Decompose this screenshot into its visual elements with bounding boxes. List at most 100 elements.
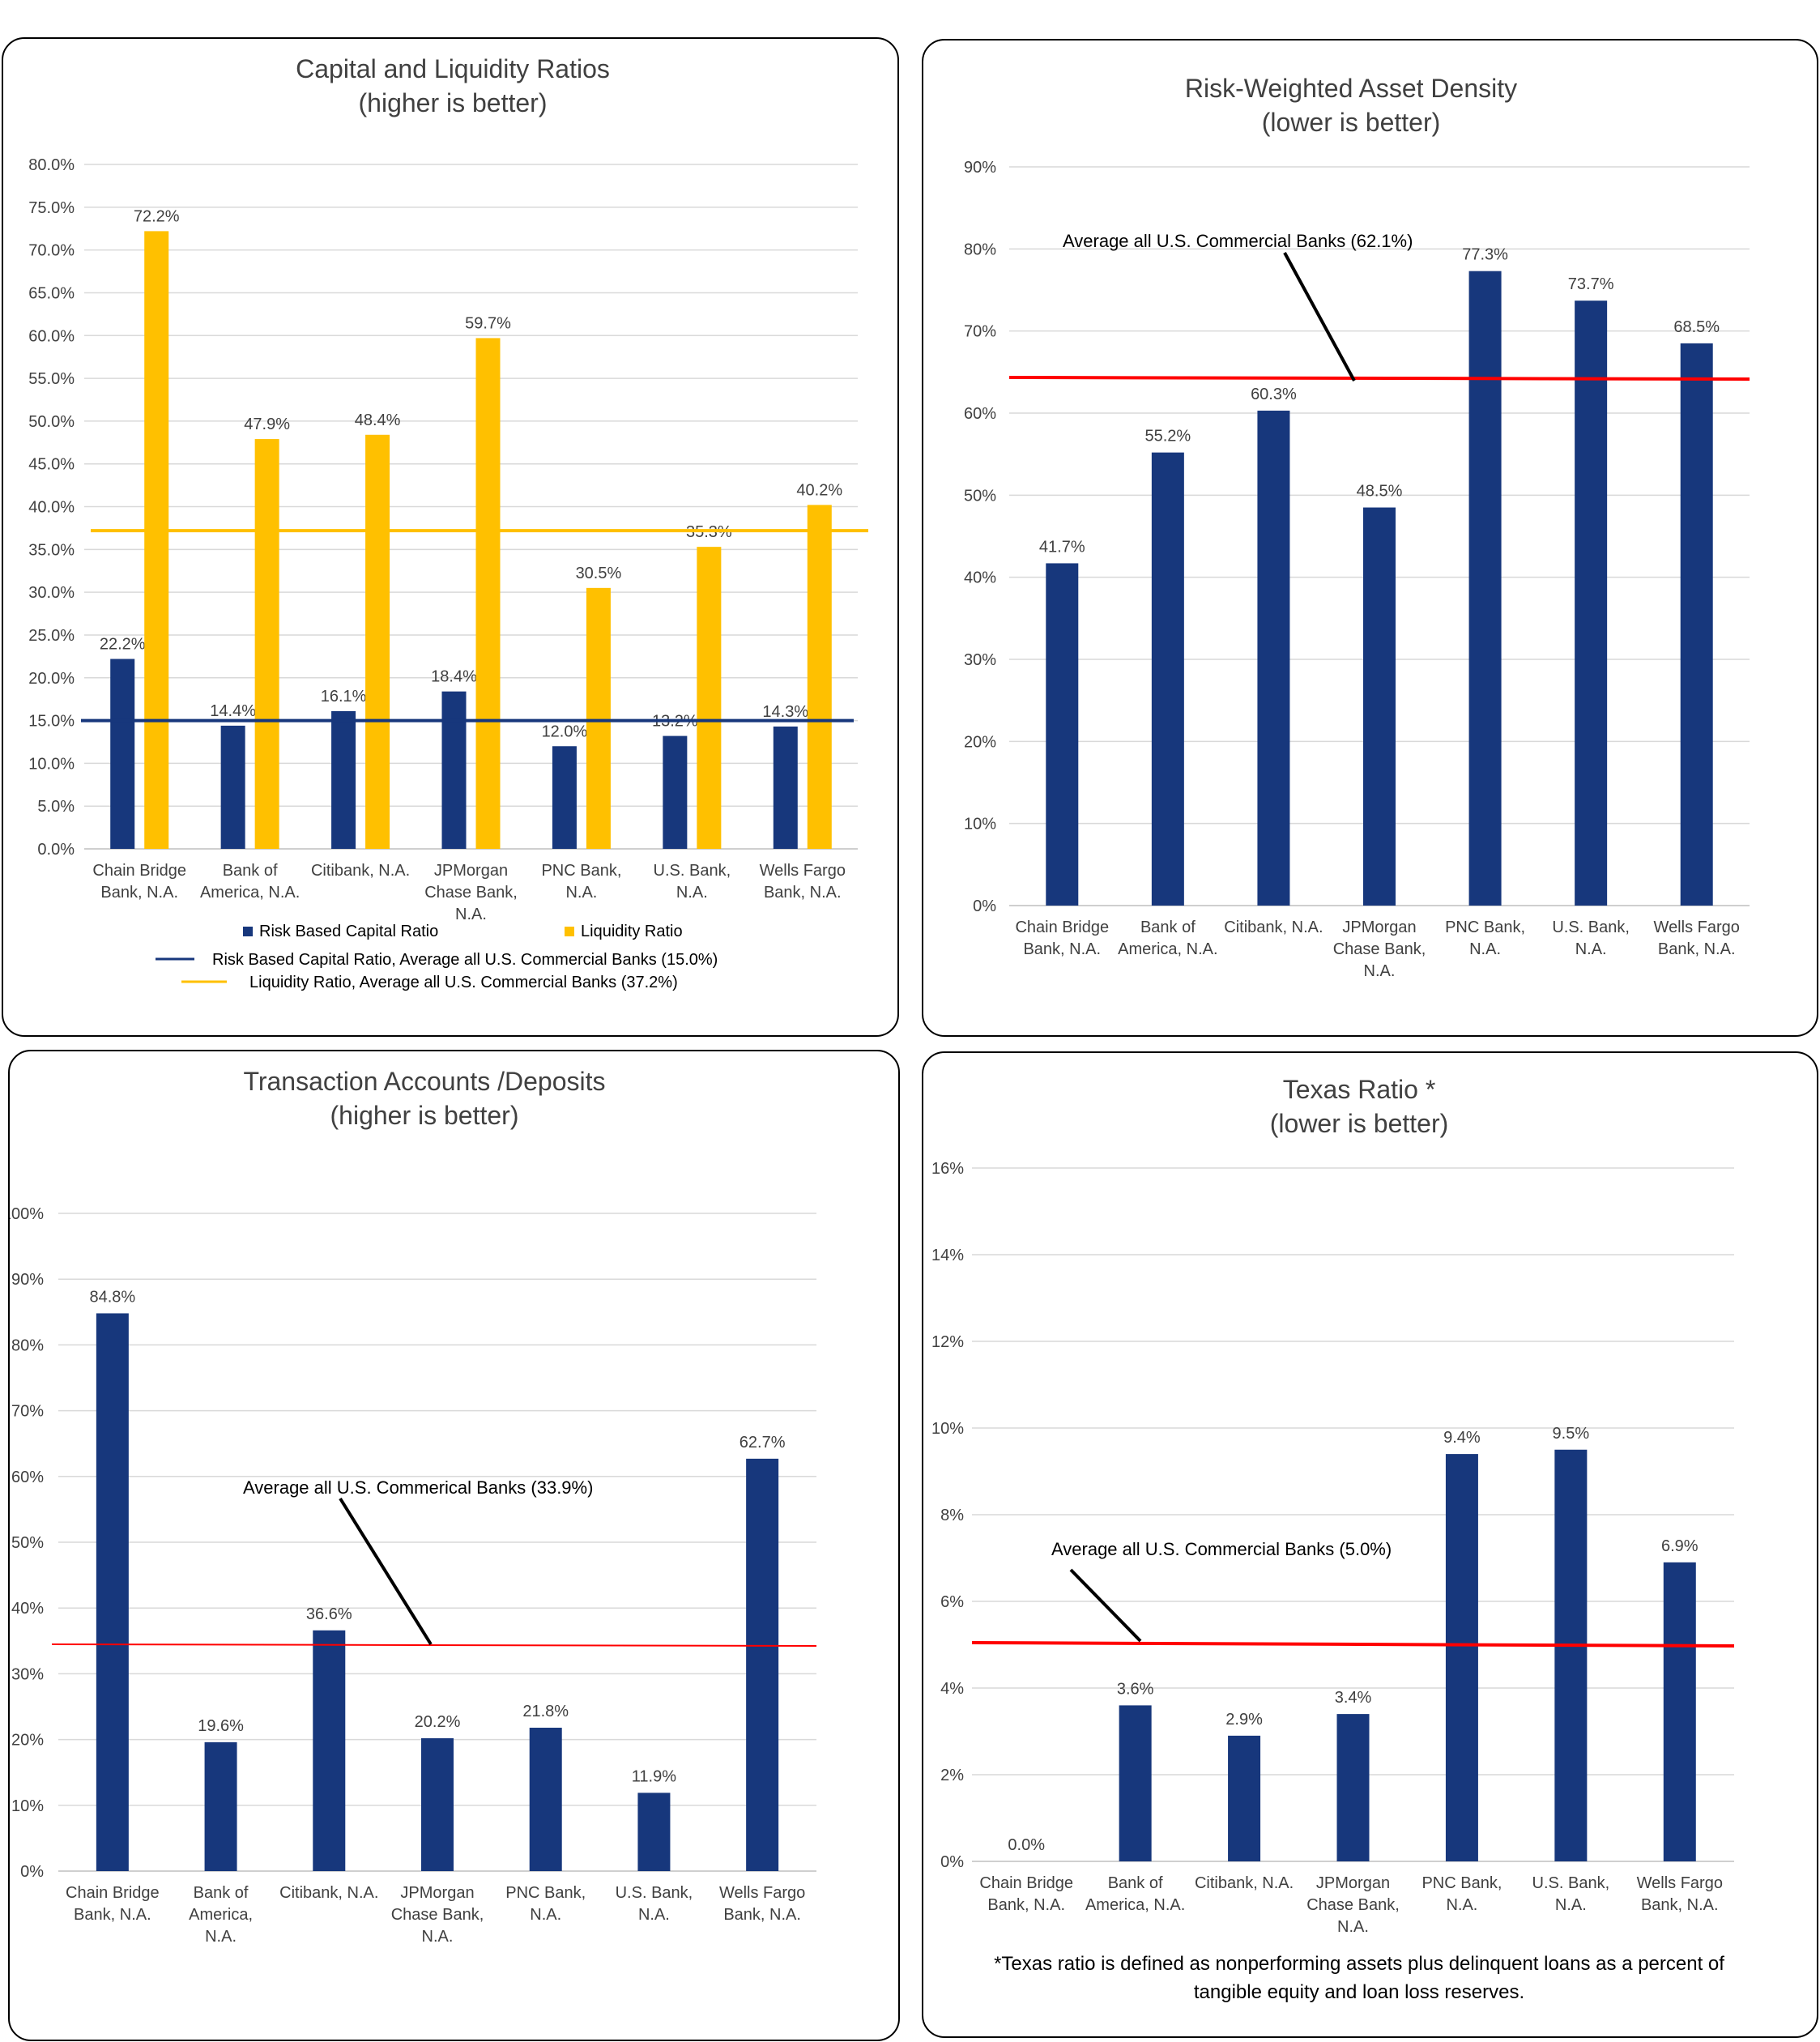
c4-x-category-label: Bank, N.A. (987, 1896, 1065, 1914)
c3-y-tick-label: 100% (8, 1205, 44, 1223)
rwa-density-chart: Risk-Weighted Asset Density (lower is bet… (964, 74, 1750, 980)
c1-x-category-label: Bank, N.A. (100, 884, 178, 902)
c3-x-category-label: Bank of (194, 1884, 249, 1902)
c1-x-category-label: N.A. (565, 884, 597, 902)
c3-x-category-label: Chain Bridge (66, 1884, 160, 1902)
c1-y-tick-label: 55.0% (28, 370, 75, 388)
c3-x-category-label: Citibank, N.A. (279, 1884, 378, 1902)
c2-title-line-1: Risk-Weighted Asset Density (1185, 74, 1517, 103)
c1-data-label: 72.2% (134, 207, 180, 225)
capital-liquidity-chart: Capital and Liquidity Ratios (higher is b… (28, 54, 868, 991)
c1-data-label: 40.2% (796, 481, 842, 499)
c3-bar (96, 1313, 129, 1871)
c1-x-category-label: America, N.A. (200, 884, 300, 902)
liquidity-ratio-bar (697, 547, 722, 849)
transaction-accounts-chart: Transaction Accounts /Deposits (higher is… (8, 1067, 817, 1946)
c1-y-tick-label: 65.0% (28, 284, 75, 302)
c4-y-tick-label: 12% (931, 1333, 964, 1351)
c2-average-annotation: Average all U.S. Commercial Banks (62.1%… (1063, 231, 1413, 251)
c1-data-label: 30.5% (576, 565, 622, 582)
c2-data-label: 48.5% (1357, 483, 1403, 501)
liquidity-ratio-bar (475, 338, 501, 849)
c1-data-label: 59.7% (465, 314, 511, 332)
c2-y-tick-label: 60% (964, 405, 996, 423)
c3-y-tick-label: 0% (20, 1863, 44, 1881)
texas-ratio-footnote-line-2: tangible equity and loan loss reserves. (1194, 1981, 1524, 2003)
c2-x-category-label: JPMorgan (1342, 919, 1416, 936)
c3-data-label: 84.8% (89, 1288, 135, 1306)
c2-x-category-label: N.A. (1575, 940, 1607, 958)
c4-x-category-label: U.S. Bank, (1532, 1874, 1610, 1892)
legend-label-liquidity-average: Liquidity Ratio, Average all U.S. Commer… (249, 974, 678, 991)
c1-x-category-label: Bank, N.A. (764, 884, 842, 902)
c4-data-label: 9.5% (1553, 1425, 1590, 1443)
c1-x-category-label: Chase Bank, (424, 884, 518, 902)
c4-data-label: 9.4% (1443, 1429, 1481, 1447)
c1-y-tick-label: 80.0% (28, 156, 75, 174)
c3-bar (637, 1793, 671, 1871)
c3-y-tick-label: 60% (11, 1469, 44, 1486)
c1-x-category-label: JPMorgan (434, 862, 508, 880)
c1-y-tick-label: 35.0% (28, 541, 75, 559)
c1-x-category-label: Wells Fargo (760, 862, 846, 880)
transaction-accounts-chart-panel: Transaction Accounts /Deposits (higher is… (8, 1050, 900, 2041)
c4-x-category-label: N.A. (1337, 1918, 1369, 1936)
c3-y-tick-label: 50% (11, 1534, 44, 1552)
c1-data-label: 18.4% (431, 668, 477, 686)
c2-x-category-label: Bank, N.A. (1658, 940, 1736, 958)
c3-y-tick-label: 30% (11, 1665, 44, 1683)
c2-x-category-label: Chain Bridge (1015, 919, 1109, 936)
c3-y-tick-label: 70% (11, 1403, 44, 1421)
c2-x-category-label: Bank of (1140, 919, 1196, 936)
c3-x-category-label: Bank, N.A. (74, 1906, 151, 1924)
c1-y-tick-label: 40.0% (28, 499, 75, 517)
c3-bar (421, 1737, 454, 1871)
c4-x-category-label: N.A. (1446, 1896, 1477, 1914)
c2-y-tick-label: 80% (964, 241, 996, 258)
c4-data-label: 3.6% (1117, 1680, 1154, 1698)
c1-data-label: 16.1% (321, 688, 367, 706)
c1-x-category-label: U.S. Bank, (654, 862, 731, 880)
c3-y-tick-label: 80% (11, 1336, 44, 1354)
c3-data-label: 21.8% (522, 1703, 569, 1720)
c1-y-tick-label: 5.0% (37, 798, 75, 816)
c3-x-category-label: PNC Bank, (505, 1884, 586, 1902)
c1-data-label: 12.0% (542, 723, 588, 740)
c1-data-label: 48.4% (355, 411, 401, 429)
c2-y-tick-label: 40% (964, 569, 996, 587)
legend-label-liquidity: Liquidity Ratio (581, 923, 683, 940)
c4-x-category-label: Citibank, N.A. (1195, 1874, 1294, 1892)
c1-x-category-label: Chain Bridge (92, 862, 186, 880)
c2-y-tick-label: 20% (964, 733, 996, 751)
c3-x-category-label: N.A. (205, 1928, 237, 1946)
c4-y-tick-label: 0% (940, 1853, 964, 1871)
risk-based-capital-bar (773, 726, 798, 849)
c4-y-tick-label: 16% (931, 1160, 964, 1178)
c1-y-tick-label: 10.0% (28, 755, 75, 773)
c4-annotation-pointer (1069, 1568, 1142, 1643)
c3-data-label: 36.6% (306, 1605, 352, 1623)
c4-x-category-label: Wells Fargo (1637, 1874, 1723, 1892)
c3-average-line (51, 1643, 817, 1647)
c4-y-tick-label: 6% (940, 1593, 964, 1611)
c3-bar (204, 1741, 237, 1871)
c4-bar (1554, 1449, 1588, 1861)
c3-data-label: 11.9% (632, 1767, 676, 1785)
c4-data-label: 3.4% (1335, 1689, 1372, 1707)
legend-swatch-capital (243, 927, 253, 936)
c1-y-tick-label: 50.0% (28, 413, 75, 431)
legend-label-capital-average: Risk Based Capital Ratio, Average all U.… (212, 951, 718, 969)
c1-y-tick-label: 70.0% (28, 242, 75, 260)
c1-data-label: 22.2% (100, 636, 146, 654)
c4-x-category-label: America, N.A. (1085, 1896, 1185, 1914)
c4-title-line-2: (lower is better) (1270, 1109, 1449, 1138)
c2-bar (1575, 301, 1608, 906)
liquidity-ratio-bar (586, 587, 611, 849)
legend-swatch-liquidity (565, 927, 574, 936)
c4-x-category-label: Bank, N.A. (1641, 1896, 1719, 1914)
c2-data-label: 41.7% (1039, 538, 1085, 556)
liquidity-ratio-bar (807, 505, 832, 849)
c2-data-label: 68.5% (1673, 318, 1720, 336)
c1-y-tick-label: 20.0% (28, 670, 75, 688)
c2-title-line-2: (lower is better) (1262, 108, 1441, 137)
